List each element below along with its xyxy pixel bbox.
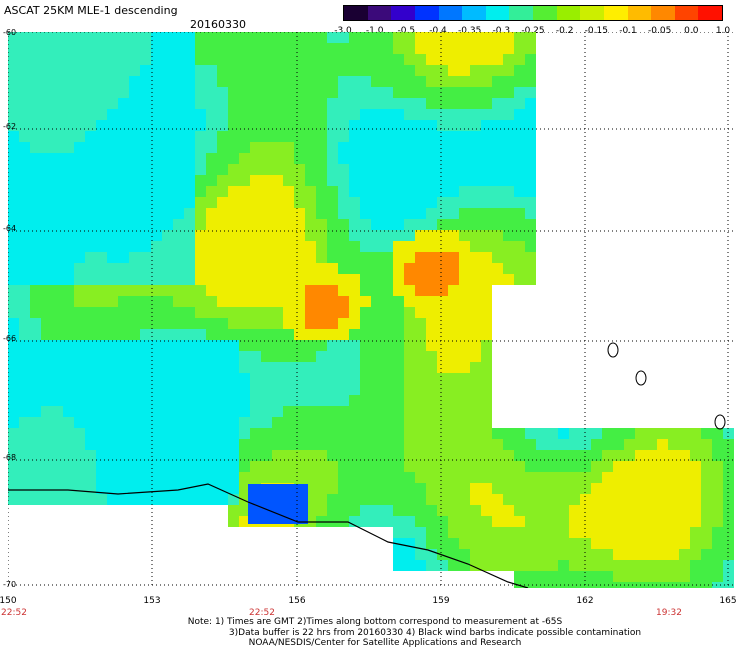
lat-label: -62 bbox=[3, 122, 17, 131]
colorbar-labels: -3.0 -1.0 -0.5 -0.4 -0.35 -0.3 -0.25 -0.2 -0.15 -… bbox=[320, 26, 740, 38]
colorbar-segment bbox=[603, 6, 628, 20]
colorbar-tick-label: -0.1 bbox=[619, 26, 637, 36]
low-value-patch bbox=[248, 484, 308, 524]
colorbar-segment bbox=[438, 6, 463, 20]
colorbar-tick-label: -3.0 bbox=[334, 26, 352, 36]
lat-label: -68 bbox=[3, 453, 17, 462]
colorbar-tick-label: -0.25 bbox=[521, 26, 545, 36]
footnote-line: 3)Data buffer is 22 hrs from 20160330 4)… bbox=[228, 627, 642, 638]
footnote-line: Note: 1) Times are GMT 2)Times along bot… bbox=[187, 617, 563, 627]
map-title: ASCAT 25KM MLE-1 descending bbox=[4, 4, 178, 17]
colorbar-tick-label: -0.05 bbox=[648, 26, 672, 36]
footnote: Note: 1) Times are GMT 2)Times along bot… bbox=[0, 617, 740, 649]
time-label: 22:52 bbox=[1, 608, 27, 618]
colorbar-segment bbox=[651, 6, 675, 20]
colorbar-segment bbox=[391, 6, 415, 20]
colorbar-tick-label: -1.0 bbox=[365, 26, 384, 36]
colorbar-segment bbox=[533, 6, 557, 20]
lon-label: 165 bbox=[719, 596, 737, 606]
map-date: 20160330 bbox=[190, 18, 246, 31]
colorbar-segment bbox=[414, 6, 439, 20]
lon-label: 153 bbox=[143, 596, 161, 606]
colorbar-tick-label: -0.15 bbox=[584, 26, 608, 36]
colorbar-tick-label: -0.3 bbox=[492, 26, 511, 36]
lat-label: -64 bbox=[3, 224, 17, 233]
colorbar-segment bbox=[509, 6, 533, 20]
colorbar-tick-label: -0.5 bbox=[397, 26, 416, 36]
colorbar-tick-label: -0.4 bbox=[429, 26, 447, 36]
island-outline bbox=[635, 370, 647, 386]
lon-label: 159 bbox=[432, 596, 450, 606]
colorbar-segment bbox=[344, 6, 368, 20]
time-label: 19:32 bbox=[656, 608, 682, 618]
time-label: 22:52 bbox=[249, 608, 275, 618]
colorbar-tick-label: -0.35 bbox=[458, 26, 482, 36]
island-outline bbox=[607, 342, 619, 358]
colorbar-tick-label: 1.0 bbox=[715, 26, 731, 36]
colorbar-segment bbox=[556, 6, 581, 20]
colorbar-segment bbox=[674, 6, 699, 20]
lat-label: -60 bbox=[3, 28, 17, 37]
colorbar-segment bbox=[698, 6, 722, 20]
island-outline bbox=[714, 414, 726, 430]
colorbar-segment bbox=[367, 6, 392, 20]
lat-label: -66 bbox=[3, 334, 17, 343]
lon-label: 156 bbox=[288, 596, 306, 606]
colorbar-segment bbox=[485, 6, 510, 20]
colorbar-segment bbox=[627, 6, 652, 20]
coastline bbox=[8, 483, 529, 588]
lon-label: 162 bbox=[576, 596, 594, 606]
colorbar bbox=[343, 5, 723, 21]
colorbar-tick-label: -0.2 bbox=[555, 26, 574, 36]
colorbar-segment bbox=[580, 6, 604, 20]
colorbar-tick-label: 0.0 bbox=[684, 26, 699, 36]
lon-label: 150 bbox=[0, 596, 17, 606]
lat-label: -70 bbox=[3, 580, 17, 589]
footnote-line: NOAA/NESDIS/Center for Satellite Applica… bbox=[248, 638, 522, 648]
wind-data-grid bbox=[8, 32, 734, 588]
map-area[interactable] bbox=[8, 32, 734, 588]
colorbar-segment bbox=[462, 6, 486, 20]
